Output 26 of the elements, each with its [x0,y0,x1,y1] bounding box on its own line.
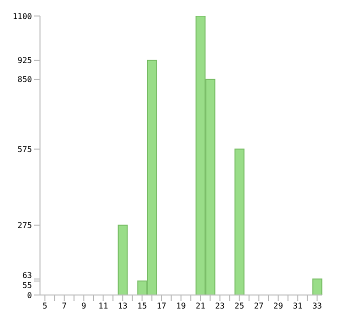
x-tick-label: 7 [62,302,67,311]
x-tick-label: 17 [156,302,167,311]
y-tick-label: 63 [22,270,32,280]
y-tick-label: 275 [18,221,32,230]
x-tick-label: 27 [254,302,264,311]
bar [312,278,322,295]
y-tick-label: 55 [22,280,32,290]
x-tick-label: 13 [118,302,128,311]
bar [234,148,244,295]
x-tick-label: 33 [312,302,322,311]
x-tick-label: 19 [176,302,186,311]
x-tick-label: 15 [137,302,148,311]
y-tick-label: 925 [18,56,32,66]
x-tick-label: 31 [292,302,303,311]
x-tick-label: 5 [42,302,48,311]
y-tick-label: 0 [27,290,32,300]
y-tick-label: 575 [18,144,32,154]
x-tick-label: 23 [215,302,225,311]
x-tick-label: 9 [81,302,86,311]
x-tick-label: 25 [234,302,244,311]
y-tick-label: 850 [18,75,32,84]
y-tick-label: 1100 [12,12,32,21]
x-tick-label: 29 [273,302,284,311]
x-tick-label: 21 [196,302,206,311]
bar [118,224,128,295]
x-tick-label: 11 [98,302,108,311]
